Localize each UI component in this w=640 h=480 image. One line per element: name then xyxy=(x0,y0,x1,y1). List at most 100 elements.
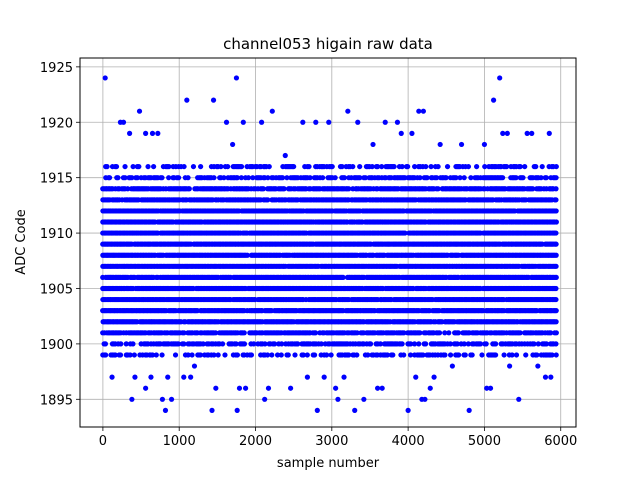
data-point xyxy=(112,352,118,358)
data-point xyxy=(279,341,285,347)
data-point xyxy=(357,163,363,170)
data-point xyxy=(447,352,454,358)
data-point xyxy=(367,341,374,347)
data-point xyxy=(312,352,318,358)
data-point xyxy=(291,163,297,170)
data-point xyxy=(509,352,515,358)
data-point xyxy=(324,352,330,358)
data-point xyxy=(197,352,204,358)
data-point xyxy=(553,208,559,214)
data-point xyxy=(553,330,559,336)
data-point xyxy=(332,175,338,181)
data-point xyxy=(251,341,257,347)
data-point xyxy=(462,352,468,358)
data-point xyxy=(501,352,507,358)
data-point xyxy=(186,186,192,192)
data-point xyxy=(531,341,537,347)
data-point xyxy=(248,352,255,358)
data-point xyxy=(274,352,281,358)
data-point xyxy=(213,330,219,336)
data-point xyxy=(500,175,506,181)
data-point xyxy=(553,263,559,269)
data-point xyxy=(401,330,407,336)
data-point xyxy=(534,352,540,358)
data-point xyxy=(115,175,121,181)
data-point xyxy=(130,341,136,347)
data-point xyxy=(553,319,559,325)
data-point xyxy=(329,163,335,170)
data-point xyxy=(447,341,453,347)
data-point xyxy=(420,352,426,358)
data-point xyxy=(189,352,195,358)
data-point xyxy=(233,341,239,347)
data-point xyxy=(543,175,549,181)
data-point xyxy=(175,341,182,347)
data-point xyxy=(266,163,272,170)
data-point xyxy=(553,241,559,247)
data-point xyxy=(300,352,306,358)
data-point xyxy=(271,341,278,347)
data-point xyxy=(384,352,391,358)
data-point xyxy=(553,296,559,303)
data-point xyxy=(553,197,559,203)
data-point xyxy=(238,163,245,170)
data-point xyxy=(456,352,462,358)
data-point xyxy=(553,352,559,358)
data-point xyxy=(346,352,352,358)
data-point xyxy=(523,352,529,358)
data-point xyxy=(549,352,555,358)
data-point xyxy=(215,352,221,358)
data-point xyxy=(493,352,499,358)
data-point xyxy=(399,341,405,347)
data-point xyxy=(104,163,110,170)
data-point xyxy=(304,352,310,358)
data-point xyxy=(127,352,133,358)
data-point xyxy=(365,352,371,358)
data-point xyxy=(479,352,485,358)
data-point xyxy=(172,352,179,358)
data-point xyxy=(123,341,129,347)
data-point xyxy=(106,175,113,181)
data-point xyxy=(241,341,248,347)
data-point xyxy=(151,163,157,170)
data-point xyxy=(292,352,298,358)
data-point xyxy=(262,341,268,347)
data-point xyxy=(377,341,384,347)
data-point xyxy=(553,230,559,236)
data-point xyxy=(159,352,165,358)
data-point xyxy=(416,341,422,347)
data-points xyxy=(100,75,559,413)
data-point xyxy=(176,175,182,181)
data-point xyxy=(218,163,224,170)
data-point xyxy=(454,341,460,347)
data-point xyxy=(198,163,204,170)
data-point xyxy=(102,341,109,347)
data-point xyxy=(350,163,356,170)
data-point xyxy=(131,352,137,358)
data-point xyxy=(225,163,231,170)
data-point xyxy=(241,330,247,336)
data-point xyxy=(401,352,407,358)
data-point xyxy=(436,330,443,336)
data-point xyxy=(320,175,326,181)
data-point xyxy=(318,341,324,347)
data-point xyxy=(159,175,165,181)
data-point xyxy=(200,341,206,347)
data-point xyxy=(222,352,228,358)
data-point xyxy=(354,330,360,336)
data-point xyxy=(411,341,418,347)
data-point xyxy=(408,341,414,347)
data-point xyxy=(153,352,159,358)
data-point xyxy=(354,352,360,358)
data-point xyxy=(553,252,559,258)
data-point xyxy=(190,163,197,170)
data-point xyxy=(461,341,467,347)
data-point xyxy=(483,341,489,347)
data-point xyxy=(553,341,559,347)
data-point xyxy=(442,352,448,358)
data-point xyxy=(312,330,319,336)
data-point xyxy=(461,175,467,181)
data-point xyxy=(446,330,452,336)
